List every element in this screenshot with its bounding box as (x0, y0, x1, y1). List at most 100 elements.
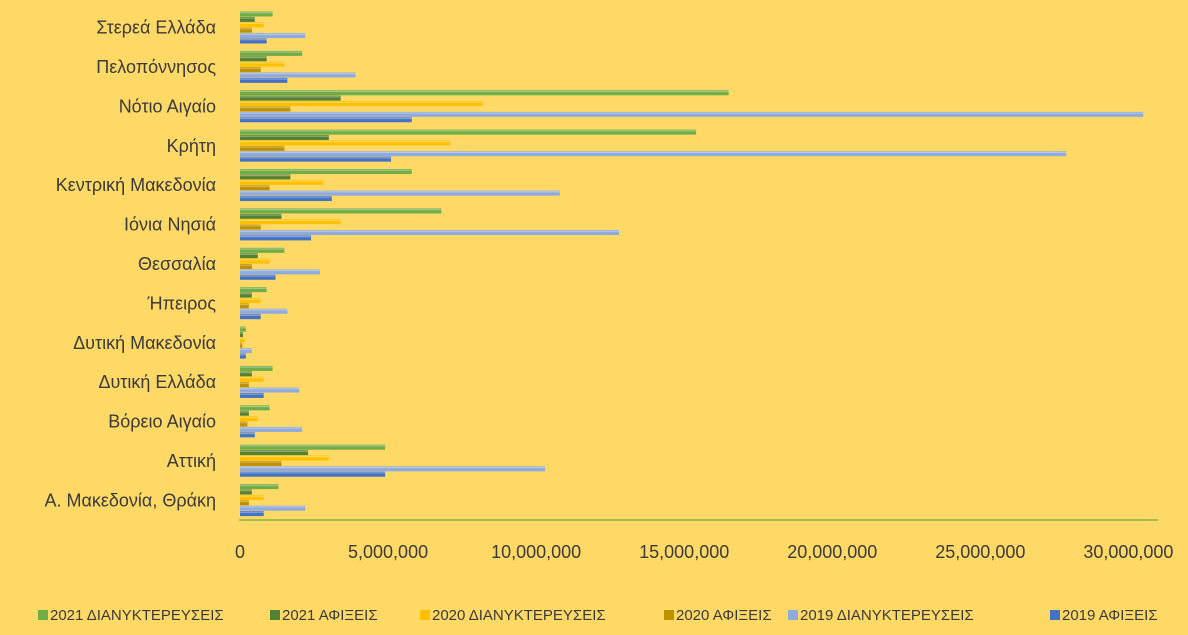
bar-3-series-1 (240, 90, 729, 96)
bar-highlight (240, 495, 264, 497)
bar-highlight (240, 259, 270, 261)
bar-1-series-4 (240, 27, 252, 33)
bar-highlight (240, 472, 386, 474)
category-label: Δυτική Ελλάδα (98, 372, 216, 392)
bar-highlight (240, 422, 248, 424)
bar-highlight (240, 337, 245, 340)
bar-9-series-3 (240, 337, 245, 343)
bar-11-series-6 (240, 432, 255, 438)
bar-13-series-6 (240, 511, 264, 517)
bar-9-series-6 (240, 353, 246, 359)
category-label: Δυτική Μακεδονία (73, 333, 216, 353)
bar-highlight (240, 393, 264, 395)
bar-5-series-1 (240, 169, 412, 175)
bar-10-series-2 (240, 371, 252, 377)
bar-highlight (240, 209, 442, 211)
legend-swatch (664, 610, 674, 620)
bar-2-series-6 (240, 77, 288, 83)
bar-10-series-6 (240, 392, 264, 398)
bar-highlight (240, 506, 306, 508)
bar-4-series-2 (240, 135, 329, 141)
category-label: Νότιο Αιγαίο (119, 96, 216, 116)
bar-2-series-2 (240, 56, 267, 62)
bar-highlight (240, 327, 246, 329)
bar-8-series-3 (240, 297, 261, 303)
bar-highlight (240, 416, 258, 418)
legend-label: 2020 ΑΦΙΞΕΙΣ (676, 607, 772, 624)
legend-swatch (420, 610, 430, 620)
bar-highlight (240, 117, 412, 120)
bar-11-series-5 (240, 426, 303, 432)
bar-highlight (240, 169, 412, 171)
bar-highlight (240, 214, 282, 216)
bar-7-series-4 (240, 264, 252, 269)
bar-highlight (240, 461, 282, 463)
category-label: Στερεά Ελλάδα (96, 18, 216, 38)
bar-highlight (240, 411, 249, 413)
bar-highlight (240, 427, 303, 429)
bar-12-series-3 (240, 455, 329, 461)
bar-12-series-4 (240, 460, 282, 466)
bar-highlight (240, 78, 288, 80)
bar-highlight (240, 51, 303, 53)
bar-8-series-2 (240, 292, 252, 298)
bar-3-series-4 (240, 106, 291, 112)
bar-1-series-3 (240, 22, 264, 28)
bar-2-series-4 (240, 67, 261, 73)
category-label: Πελοπόννησος (96, 57, 216, 77)
category-label: Ήπειρος (147, 293, 217, 313)
bar-6-series-1 (240, 208, 442, 214)
bar-4-series-4 (240, 145, 285, 151)
bar-highlight (240, 180, 323, 182)
legend-swatch (270, 610, 280, 620)
bar-highlight (240, 298, 261, 300)
legend-label: 2020 ΔΙΑΝΥΚΤΕΡΕΥΣΕΙΣ (432, 607, 606, 624)
bar-highlight (240, 185, 270, 188)
bar-highlight (240, 382, 249, 384)
bar-highlight (240, 141, 451, 143)
bar-13-series-5 (240, 505, 306, 511)
category-label: Βόρειο Αιγαίο (108, 412, 216, 432)
bar-highlight (240, 366, 273, 368)
x-tick-label: 15,000,000 (639, 542, 729, 562)
legend-label: 2019 ΔΙΑΝΥΚΤΕΡΕΥΣΕΙΣ (800, 607, 974, 624)
bar-13-series-3 (240, 494, 264, 500)
bar-highlight (240, 388, 300, 390)
category-label: Κρήτη (167, 136, 216, 156)
legend-swatch (1050, 610, 1060, 620)
bar-5-series-4 (240, 185, 270, 191)
bar-highlight (240, 377, 264, 379)
bar-9-series-5 (240, 348, 252, 354)
bar-4-series-1 (240, 129, 697, 135)
bar-highlight (240, 490, 252, 492)
bar-highlight (240, 314, 261, 316)
bar-highlight (240, 236, 312, 238)
bar-10-series-1 (240, 365, 273, 371)
bar-4-series-5 (240, 151, 1067, 157)
x-tick-label: 25,000,000 (935, 542, 1025, 562)
category-label: Α. Μακεδονία, Θράκη (44, 490, 216, 510)
bar-highlight (240, 466, 546, 469)
bar-highlight (240, 511, 264, 513)
bar-highlight (240, 293, 252, 295)
bar-highlight (240, 157, 392, 159)
bar-highlight (240, 17, 255, 19)
bar-highlight (240, 225, 261, 227)
x-tick-label: 10,000,000 (491, 542, 581, 562)
bar-highlight (240, 191, 560, 193)
bar-highlight (240, 12, 273, 14)
bar-highlight (240, 107, 291, 109)
bar-highlight (240, 354, 246, 356)
bar-1-series-6 (240, 38, 267, 44)
bar-8-series-6 (240, 314, 261, 320)
bar-highlight (240, 371, 252, 374)
bar-highlight (240, 56, 267, 59)
bar-5-series-6 (240, 196, 332, 202)
bar-1-series-1 (240, 11, 273, 17)
bar-highlight (240, 101, 483, 103)
bar-highlight (240, 196, 332, 198)
bar-3-series-5 (240, 111, 1144, 117)
bar-highlight (240, 303, 249, 306)
